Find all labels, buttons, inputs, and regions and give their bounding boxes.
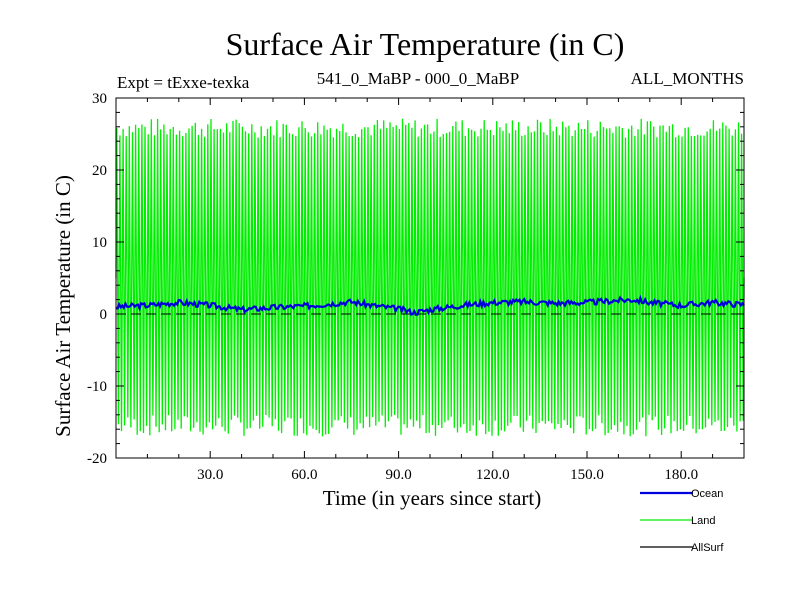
y-tick-label: 20: [92, 163, 107, 179]
legend-label-ocean: Ocean: [691, 488, 723, 500]
y-axis-label: Surface Air Temperature (in C): [51, 175, 75, 437]
legend: Ocean Land AllSurf: [640, 488, 724, 554]
y-tick-label: 0: [100, 307, 108, 323]
land-series: [115, 118, 745, 437]
months-label: ALL_MONTHS: [631, 69, 744, 88]
x-tick-label: 90.0: [385, 467, 411, 483]
x-tick-label: 60.0: [291, 467, 317, 483]
x-tick-label: 150.0: [570, 467, 604, 483]
ocean-series: [115, 294, 745, 316]
x-axis-label: Time (in years since start): [323, 486, 542, 510]
x-tick-label: 120.0: [476, 467, 510, 483]
y-tick-label: -10: [87, 379, 107, 395]
y-tick-label: 10: [92, 235, 107, 251]
y-tick-label: -20: [87, 451, 107, 467]
experiment-label: Expt = tExxe-texka: [117, 73, 250, 92]
x-tick-label: 30.0: [197, 467, 223, 483]
chart-title: Surface Air Temperature (in C): [226, 26, 625, 62]
x-tick-label: 180.0: [664, 467, 698, 483]
legend-label-allsurf: AllSurf: [691, 542, 724, 554]
legend-label-land: Land: [691, 515, 715, 527]
y-tick-label: 30: [92, 91, 107, 107]
axes: 30.0 60.0 90.0 120.0 150.0 180.0 -20 -10 0 10 20 30: [87, 91, 745, 483]
period-label: 541_0_MaBP - 000_0_MaBP: [317, 69, 519, 88]
plot-area: [115, 118, 745, 437]
